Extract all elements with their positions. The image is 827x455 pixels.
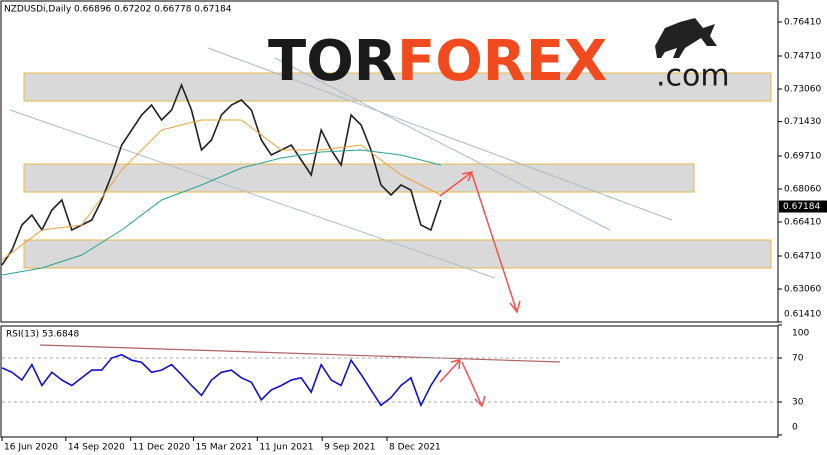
rsi-title: RSI(13) 53.6848 — [6, 330, 79, 340]
arrow — [461, 361, 483, 407]
resistance-zone — [23, 72, 772, 102]
last-price-box — [779, 200, 827, 213]
last-price-label: 0.67184 — [783, 202, 820, 212]
y-tick-label: 0.61410 — [784, 310, 821, 320]
arrow — [439, 359, 461, 383]
chart-title: NZDUSDi,Daily 0.66896 0.67202 0.66778 0.… — [4, 5, 232, 15]
x-tick-label: 14 Sep 2020 — [68, 443, 125, 453]
arrow-head — [509, 300, 521, 314]
trend-line — [274, 57, 611, 231]
x-tick-label: 16 Jun 2020 — [4, 443, 58, 453]
x-tick-label: 11 Dec 2020 — [133, 443, 191, 453]
y-tick-label: 0.66410 — [784, 218, 821, 228]
middle-zone — [23, 163, 695, 193]
arrow — [471, 173, 518, 313]
y-tick-label: 0.64710 — [784, 252, 821, 262]
series-line — [1, 149, 442, 276]
arrow-head — [450, 359, 461, 370]
arrow-head — [461, 170, 474, 182]
annotations — [9, 18, 772, 408]
y-tick-label: 100 — [792, 329, 809, 339]
price-panel — [0, 0, 779, 323]
x-tick-label: 15 Mar 2021 — [196, 443, 253, 453]
y-tick-label: 0.63060 — [784, 285, 821, 295]
trend-line — [207, 47, 673, 221]
series-line — [1, 353, 442, 408]
y-tick-label: 0.69710 — [784, 152, 821, 162]
x-tick-label: 9 Sep 2021 — [324, 443, 375, 453]
logo-bull — [655, 18, 717, 58]
y-tick-label: 70 — [792, 354, 804, 364]
logo-suffix: .com — [656, 59, 730, 94]
x-tick-label: 11 Jun 2021 — [259, 443, 313, 453]
rsi-panel — [0, 325, 779, 438]
y-tick-label: 0 — [792, 423, 798, 433]
series-line — [1, 119, 442, 261]
y-tick-label: 0.76410 — [784, 18, 821, 28]
y-tick-label: 30 — [792, 398, 804, 408]
x-tick-label: 8 Dec 2021 — [389, 443, 441, 453]
y-tick-label: 0.68060 — [784, 185, 821, 195]
rsi-trend-line — [39, 344, 561, 363]
y-tick-label: 0.71430 — [784, 117, 821, 127]
y-tick-label: 0.74710 — [784, 52, 821, 62]
trend-line — [9, 109, 496, 279]
logo-text: TORFOREX — [268, 29, 607, 94]
y-tick-label: 0.73060 — [784, 85, 821, 95]
series-line — [1, 82, 442, 266]
arrow-head — [474, 395, 486, 408]
arrow — [439, 171, 473, 197]
